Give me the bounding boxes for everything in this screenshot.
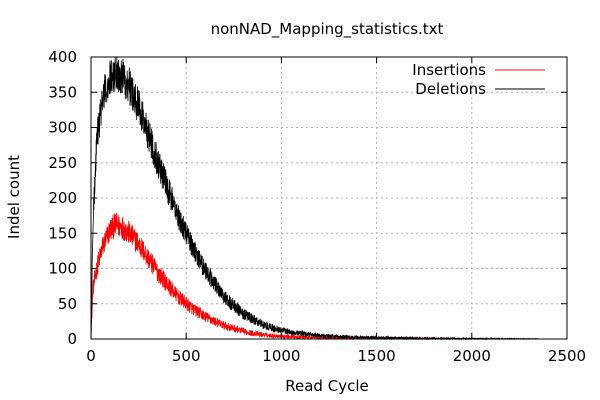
legend-label-insertions: Insertions (412, 61, 486, 79)
y-tick-label: 200 (48, 189, 77, 207)
x-tick-label: 0 (86, 347, 96, 365)
grid-lines (91, 57, 567, 339)
y-tick-label: 350 (48, 83, 77, 101)
y-axis-label: Indel count (5, 155, 23, 239)
x-tick-label: 1500 (358, 347, 396, 365)
y-tick-label: 100 (48, 260, 77, 278)
y-tick-label: 50 (58, 295, 77, 313)
chart-title: nonNAD_Mapping_statistics.txt (211, 20, 444, 39)
x-tick-label: 1000 (262, 347, 300, 365)
y-tick-label: 0 (67, 330, 77, 348)
axis-ticks: 0 500 1000 1500 2000 2500 0 50 100 150 200 250 300 35… (48, 48, 586, 365)
x-tick-label: 2000 (453, 347, 491, 365)
y-tick-label: 150 (48, 224, 77, 242)
x-tick-label: 500 (172, 347, 201, 365)
x-axis-label: Read Cycle (285, 377, 368, 395)
legend-label-deletions: Deletions (415, 80, 486, 98)
x-tick-label: 2500 (548, 347, 586, 365)
y-tick-label: 250 (48, 154, 77, 172)
y-tick-label: 300 (48, 119, 77, 137)
y-tick-label: 400 (48, 48, 77, 66)
legend: Insertions Deletions (412, 61, 545, 98)
